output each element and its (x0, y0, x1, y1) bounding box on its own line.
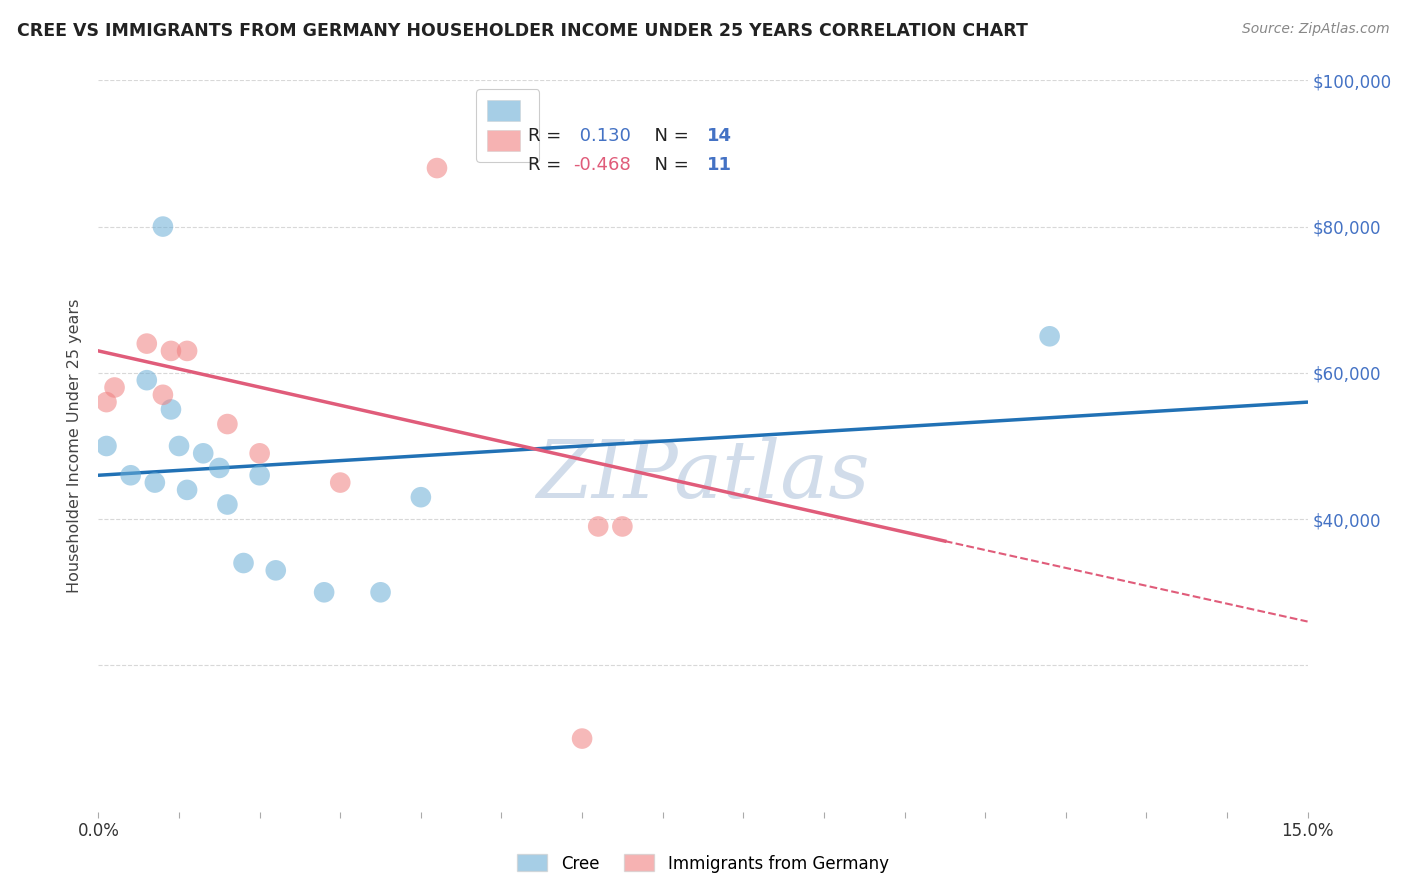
Point (193, 446, 215, 460)
Point (612, 519, 634, 533)
Text: 11: 11 (707, 156, 731, 174)
Text: CREE VS IMMIGRANTS FROM GERMANY HOUSEHOLDER INCOME UNDER 25 YEARS CORRELATION CH: CREE VS IMMIGRANTS FROM GERMANY HOUSEHOL… (17, 22, 1028, 40)
Text: 0.130: 0.130 (574, 127, 630, 145)
Text: Source: ZipAtlas.com: Source: ZipAtlas.com (1241, 22, 1389, 37)
Point (120, 468, 142, 483)
Point (329, 475, 352, 490)
Point (314, 585, 336, 599)
Point (96, 395, 118, 409)
Point (426, 161, 449, 175)
Point (232, 556, 254, 570)
Point (96, 439, 118, 453)
Text: R =: R = (527, 156, 567, 174)
Point (409, 490, 432, 504)
Point (370, 585, 392, 599)
Point (208, 461, 231, 475)
Point (571, 731, 593, 746)
Y-axis label: Householder Income Under 25 years: Householder Income Under 25 years (67, 299, 83, 593)
Point (160, 402, 183, 417)
Point (143, 475, 166, 490)
Point (176, 483, 198, 497)
Text: ZIPatlas: ZIPatlas (536, 436, 870, 514)
Point (135, 336, 157, 351)
Point (217, 498, 239, 512)
Point (586, 519, 609, 533)
Point (264, 563, 287, 577)
Point (249, 468, 271, 483)
Point (249, 446, 271, 460)
Point (217, 417, 239, 431)
Point (152, 388, 174, 402)
Text: R =: R = (527, 127, 567, 145)
Point (103, 380, 125, 394)
Legend: , : , (477, 89, 540, 161)
Point (1039, 329, 1062, 343)
Point (167, 439, 190, 453)
Text: N =: N = (643, 156, 695, 174)
Point (176, 343, 198, 358)
Text: -0.468: -0.468 (574, 156, 631, 174)
Point (135, 373, 157, 387)
Legend: Cree, Immigrants from Germany: Cree, Immigrants from Germany (510, 847, 896, 880)
Point (160, 343, 183, 358)
Point (152, 219, 174, 234)
Text: N =: N = (643, 127, 695, 145)
Text: 14: 14 (707, 127, 731, 145)
